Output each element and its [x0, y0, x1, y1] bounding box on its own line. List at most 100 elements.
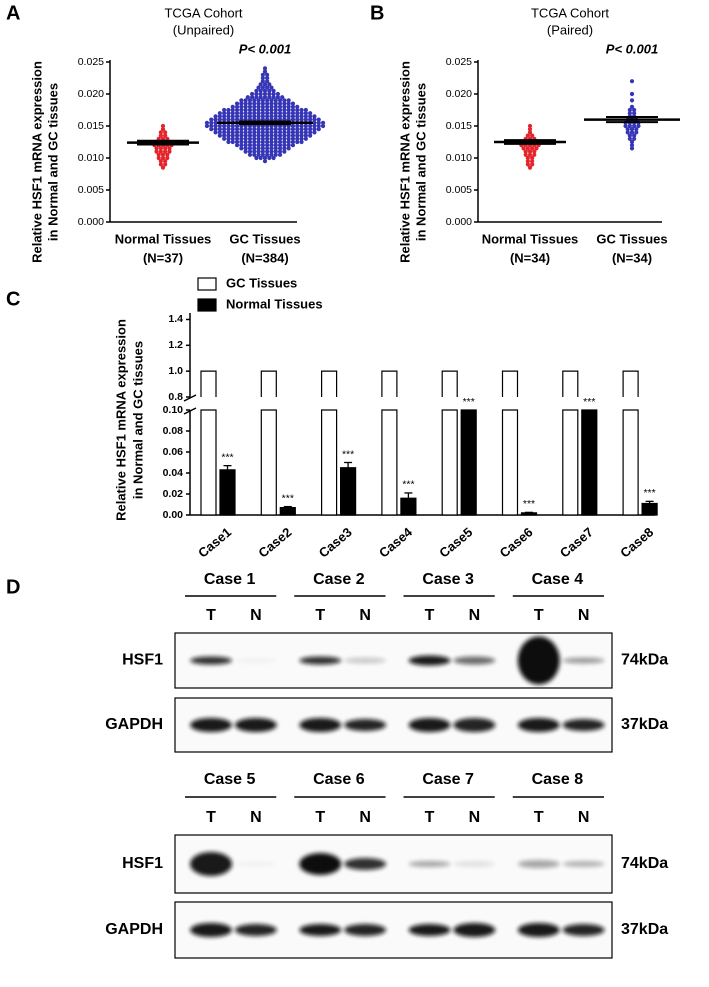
dot: [243, 104, 248, 109]
dot-row: [629, 79, 635, 84]
dot: [632, 123, 637, 129]
x-tick-label: GC Tissues: [596, 231, 667, 246]
dot: [154, 149, 159, 154]
dot: [286, 136, 291, 141]
dot: [277, 111, 283, 116]
dot: [271, 155, 276, 161]
dot: [267, 155, 272, 161]
dot: [252, 130, 257, 135]
bar: [279, 507, 296, 516]
dot: [303, 136, 308, 141]
dot: [286, 98, 291, 103]
dot: [295, 136, 300, 141]
bar: [340, 467, 357, 516]
dot: [312, 117, 317, 122]
dot: [269, 85, 274, 90]
dot: [265, 149, 270, 154]
x-tick-label: Case1: [195, 524, 234, 560]
dot: [265, 104, 270, 109]
dot: [290, 114, 296, 119]
dot: [295, 127, 300, 132]
dot: [252, 139, 257, 145]
dot: [256, 133, 261, 138]
dot: [265, 114, 270, 119]
dot-row: [629, 146, 635, 151]
dot-row: [627, 111, 637, 116]
dot: [532, 149, 537, 154]
dot: [209, 123, 214, 129]
dot-row: [525, 133, 535, 138]
dot: [204, 120, 210, 125]
dot-row: [217, 111, 313, 116]
dot: [299, 133, 304, 138]
dot: [275, 91, 280, 97]
lane-label: T: [425, 809, 435, 826]
dot: [158, 146, 163, 151]
dot: [250, 95, 255, 100]
lane-label: T: [425, 607, 435, 624]
dot: [277, 149, 283, 154]
dot: [226, 123, 231, 129]
p-value: P< 0.001: [239, 41, 291, 56]
dot-row: [262, 69, 268, 74]
dot-row: [222, 136, 308, 141]
dot: [265, 101, 270, 106]
dot: [303, 111, 308, 116]
dot: [295, 123, 300, 129]
y-tick-label: 1.0: [168, 365, 183, 377]
dot: [226, 114, 231, 119]
dot: [286, 133, 291, 138]
dot-row: [160, 123, 166, 129]
dot: [530, 133, 535, 138]
lane-label: T: [206, 607, 216, 624]
dot: [256, 149, 261, 154]
dot-row: [525, 162, 535, 167]
dot: [230, 117, 235, 122]
y-tick-label: 0.015: [78, 120, 104, 132]
dot: [530, 159, 535, 164]
dot-row: [527, 123, 533, 129]
dot: [271, 91, 276, 97]
y-tick-label: 0.015: [446, 120, 472, 132]
axis-break: [183, 407, 197, 415]
dot: [222, 136, 227, 141]
dot: [303, 114, 308, 119]
dot: [282, 146, 287, 151]
panel-label: B: [370, 2, 384, 24]
dot: [260, 149, 265, 154]
dot: [262, 91, 268, 97]
dot: [308, 114, 313, 119]
dot: [239, 104, 244, 109]
significance: ***: [342, 448, 354, 460]
dot: [234, 127, 240, 132]
dot: [629, 91, 635, 97]
dot: [269, 114, 274, 119]
dot: [260, 101, 265, 106]
dot: [222, 111, 227, 116]
dot: [273, 98, 278, 103]
dot-row: [629, 98, 635, 103]
dot: [256, 104, 261, 109]
dot: [265, 111, 270, 116]
dot: [282, 139, 287, 145]
protein-label: GAPDH: [105, 716, 163, 733]
x-tick-label: Case3: [316, 524, 355, 560]
dot: [282, 130, 287, 135]
dot: [269, 149, 274, 154]
dot: [260, 127, 265, 132]
dot: [167, 149, 172, 154]
lane-label: T: [206, 809, 216, 826]
dot: [634, 130, 639, 135]
dot: [222, 133, 227, 138]
chart-subtitle: (Unpaired): [173, 22, 234, 37]
panel-label: A: [6, 2, 20, 24]
dot-row: [523, 149, 537, 154]
dot: [277, 136, 283, 141]
y-axis-label: in Normal and GC tissues: [413, 83, 428, 241]
dot: [312, 123, 317, 129]
lane-label: N: [469, 809, 481, 826]
dot: [230, 127, 235, 132]
dot: [217, 127, 222, 132]
dot: [282, 107, 287, 113]
dot: [239, 114, 244, 119]
